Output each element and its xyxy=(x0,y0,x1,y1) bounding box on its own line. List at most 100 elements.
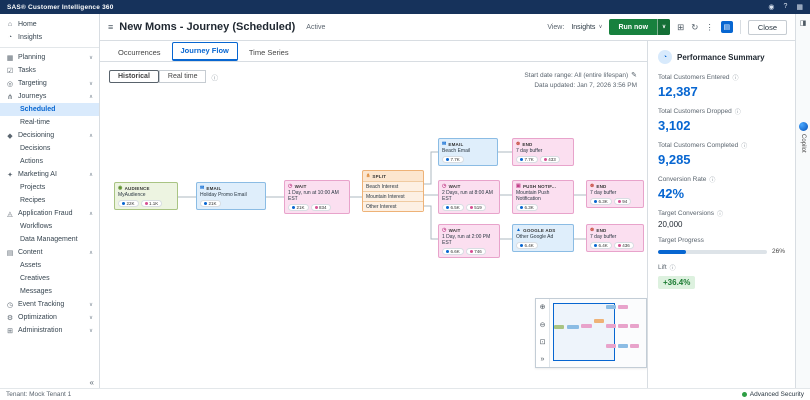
flow-node-split[interactable]: ⋔ SPLIT Beach Interest Mountain Interest Oth… xyxy=(362,170,424,212)
sidebar-item-decisions[interactable]: Decisions xyxy=(0,142,99,155)
sidebar-item-creatives[interactable]: Creatives xyxy=(0,272,99,285)
sidebar-item-workflows[interactable]: Workflows xyxy=(0,220,99,233)
sidebar-item-real-time[interactable]: Real-time xyxy=(0,116,99,129)
info-icon[interactable]: ⓘ xyxy=(211,74,218,82)
badge-drop: 746 xyxy=(465,248,486,255)
sidebar-item-planning[interactable]: ▦ Planning ∨ xyxy=(0,51,99,64)
sidebar-item-insights[interactable]: ◔ Insights xyxy=(0,31,99,44)
end-icon: ⊗ xyxy=(590,227,595,233)
sidebar-item-label: Creatives xyxy=(20,275,50,282)
zoom-out-icon[interactable]: ⊖ xyxy=(539,321,546,329)
sidebar-item-messages[interactable]: Messages xyxy=(0,285,99,298)
expand-panel-icon[interactable]: ◨ xyxy=(799,20,807,27)
help-icon[interactable]: ? xyxy=(783,3,788,10)
info-icon[interactable]: ⓘ xyxy=(734,110,741,116)
drop-icon xyxy=(617,200,621,203)
realtime-toggle[interactable]: Real time xyxy=(158,70,207,83)
flow-node-end-3[interactable]: ⊗ END 7 day buffer 6.4K 436 xyxy=(586,224,644,252)
alerts-icon[interactable]: ◉ xyxy=(768,4,775,11)
info-icon[interactable]: ⓘ xyxy=(741,144,748,150)
sidebar-collapse-icon[interactable]: « xyxy=(89,378,94,387)
split-branch-other-interest[interactable]: Other Interest xyxy=(363,201,423,211)
tab-time-series[interactable]: Time Series xyxy=(248,48,289,57)
flow-node-wait-3[interactable]: ◷ WAIT 1 Day, run at 2:00 PM EST 6.6K 746 xyxy=(438,224,500,258)
info-icon[interactable]: ⓘ xyxy=(717,212,724,218)
node-title: Mountain Push Notification xyxy=(516,190,550,202)
sidebar-item-scheduled[interactable]: Scheduled xyxy=(0,103,99,116)
chevron-icon: ∧ xyxy=(88,249,93,256)
more-options-icon[interactable]: ⋮ xyxy=(705,21,714,32)
sidebar-item-application-fraud[interactable]: ◬ Application Fraud ∧ xyxy=(0,207,99,220)
info-icon[interactable]: ⓘ xyxy=(669,266,676,272)
node-type-label: ◷ WAIT xyxy=(442,183,461,189)
run-now-button[interactable]: Run now ∨ xyxy=(609,19,671,35)
footer: Tenant: Mock Tenant 1 Advanced Security xyxy=(0,388,810,400)
flow-node-google-ad[interactable]: ▲ GOOGLE ADS Other Google Ad 6.4K xyxy=(512,224,574,252)
info-icon[interactable]: ⓘ xyxy=(709,178,716,184)
sidebar-item-projects[interactable]: Projects xyxy=(0,181,99,194)
users-icon xyxy=(446,250,449,253)
sidebar-item-optimization[interactable]: ⚙ Optimization ∨ xyxy=(0,311,99,324)
collapse-minimap-icon[interactable]: » xyxy=(540,355,545,363)
historical-toggle[interactable]: Historical xyxy=(109,70,159,83)
zoom-in-icon[interactable]: ⊕ xyxy=(539,304,546,311)
sidebar-item-decisioning[interactable]: ◆ Decisioning ∧ xyxy=(0,129,99,142)
topbar-icons: ◉? ▦ xyxy=(768,3,803,11)
users-icon xyxy=(594,244,597,247)
fit-view-icon[interactable]: ⊡ xyxy=(539,339,546,347)
close-button[interactable]: Close xyxy=(747,19,787,35)
wait-icon: ◷ xyxy=(442,183,447,189)
copilot-tab[interactable]: Copilot xyxy=(798,122,808,153)
sidebar-item-assets[interactable]: Assets xyxy=(0,259,99,272)
email-icon: ✉ xyxy=(442,141,447,147)
minimap-node xyxy=(606,343,616,348)
info-icon[interactable]: ⓘ xyxy=(732,76,739,82)
node-badges: 7.7K 433 xyxy=(516,156,570,163)
minimap-canvas[interactable] xyxy=(550,299,646,367)
sidebar-item-event-tracking[interactable]: ◷ Event Tracking ∨ xyxy=(0,298,99,311)
split-branch-beach-interest[interactable]: Beach Interest xyxy=(363,181,423,191)
minimap-viewport[interactable] xyxy=(553,303,615,361)
sidebar-item-recipes[interactable]: Recipes xyxy=(0,194,99,207)
export-icon[interactable]: ⊞ xyxy=(677,21,685,32)
sidebar-item-marketing-ai[interactable]: ✦ Marketing AI ∧ xyxy=(0,168,99,181)
sidebar-item-administration[interactable]: ⊞ Administration ∨ xyxy=(0,324,99,337)
wait-icon: ◷ xyxy=(288,183,293,189)
journey-canvas[interactable]: Historical Real time ⓘ Start date range:… xyxy=(100,62,647,388)
insights-panel-toggle[interactable]: ▤ xyxy=(720,21,733,33)
view-dropdown[interactable]: Insights ∨ xyxy=(571,24,602,31)
split-branch-mountain-interest[interactable]: Mountain Interest xyxy=(363,191,423,201)
apps-icon[interactable]: ▦ xyxy=(796,4,803,11)
email-icon: ✉ xyxy=(200,185,205,191)
flow-node-audience[interactable]: ◉ AUDIENCE MyAudience 22K 1.1K xyxy=(114,182,178,210)
minimap-node xyxy=(617,323,628,328)
flow-node-beach-email[interactable]: ✉ EMAIL Beach Email 7.7K xyxy=(438,138,498,166)
flow-node-wait-1[interactable]: ◷ WAIT 1 Day, run at 10:00 AM EST 21K 834 xyxy=(284,180,350,214)
sidebar-item-targeting[interactable]: ◎ Targeting ∨ xyxy=(0,77,99,90)
tab-journey-flow[interactable]: Journey Flow xyxy=(171,42,238,61)
flow-node-push-notification[interactable]: ▣ PUSH NOTIF... Mountain Push Notification… xyxy=(512,180,574,214)
sidebar-item-tasks[interactable]: ☑ Tasks xyxy=(0,64,99,77)
sidebar-item-home[interactable]: ⌂ Home xyxy=(0,18,99,31)
minimap[interactable]: ⊕ ⊖ ⊡ » xyxy=(535,298,647,368)
sidebar-item-content[interactable]: ▤ Content ∧ xyxy=(0,246,99,259)
flow-node-end-1[interactable]: ⊗ END 7 day buffer 7.7K 433 xyxy=(512,138,574,166)
flow-node-end-2[interactable]: ⊗ END 7 day buffer 6.3K 94 xyxy=(586,180,644,208)
refresh-icon[interactable]: ↻ xyxy=(691,21,699,32)
sidebar-item-actions[interactable]: Actions xyxy=(0,155,99,168)
node-badges: 7.7K xyxy=(442,156,494,163)
badge-users: 6.4K xyxy=(590,242,612,249)
node-title: MyAudience xyxy=(118,192,146,198)
flow-node-wait-2[interactable]: ◷ WAIT 2 Days, run at 8:00 AM EST 6.5K 519 xyxy=(438,180,500,214)
drop-icon xyxy=(617,244,621,247)
metric-total-customers-entered: Total Customers Entered ⓘ 12,387 xyxy=(658,73,785,99)
sidebar-item-data-management[interactable]: Data Management xyxy=(0,233,99,246)
badge-users: 7.7K xyxy=(442,156,464,163)
sidebar-item-journeys[interactable]: ⋔ Journeys ∧ xyxy=(0,90,99,103)
sidebar-divider xyxy=(0,47,99,48)
tab-occurrences[interactable]: Occurrences xyxy=(118,48,161,57)
flow-node-holiday-email[interactable]: ✉ EMAIL Holiday Promo Email 21K xyxy=(196,182,266,210)
journey-properties-icon[interactable]: ≡ xyxy=(108,22,114,32)
edit-date-range-icon[interactable]: ✎ xyxy=(631,72,637,79)
run-options-caret[interactable]: ∨ xyxy=(657,19,671,35)
